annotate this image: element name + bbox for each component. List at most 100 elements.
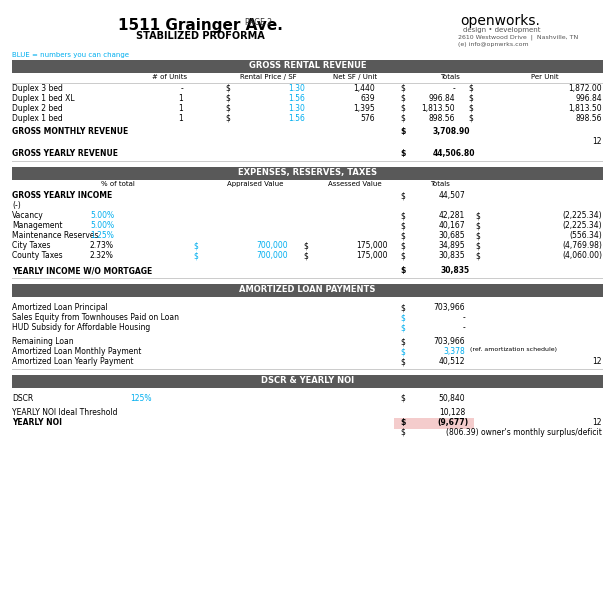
Text: 1.30: 1.30: [288, 84, 305, 93]
Text: 44,507: 44,507: [438, 191, 465, 200]
Text: 30,835: 30,835: [441, 266, 470, 275]
Text: $: $: [193, 251, 198, 260]
Text: 1,813.50: 1,813.50: [568, 104, 602, 113]
Text: (9,677): (9,677): [437, 418, 468, 427]
Text: 1.25%: 1.25%: [90, 231, 114, 240]
Text: Appraised Value: Appraised Value: [227, 181, 283, 187]
Text: 898.56: 898.56: [429, 114, 455, 123]
Text: $: $: [400, 241, 405, 250]
Text: County Taxes: County Taxes: [12, 251, 63, 260]
Bar: [12, 167, 603, 180]
Text: 2610 Westwood Drive  |  Nashville, TN: 2610 Westwood Drive | Nashville, TN: [458, 35, 578, 41]
Text: 1.56: 1.56: [288, 114, 305, 123]
Text: $: $: [400, 337, 405, 346]
Text: 1: 1: [178, 104, 183, 113]
Text: 1,872.00: 1,872.00: [568, 84, 602, 93]
Text: AMORTIZED LOAN PAYMENTS: AMORTIZED LOAN PAYMENTS: [239, 285, 376, 294]
Text: 12: 12: [592, 137, 602, 146]
Text: $: $: [468, 94, 473, 103]
Text: $: $: [468, 84, 473, 93]
Text: HUD Subsidy for Affordable Housing: HUD Subsidy for Affordable Housing: [12, 323, 150, 332]
Text: BLUE = numbers you can change: BLUE = numbers you can change: [12, 52, 129, 58]
Text: # of Units: # of Units: [153, 74, 188, 80]
Text: $: $: [468, 104, 473, 113]
Text: Net SF / Unit: Net SF / Unit: [333, 74, 377, 80]
Bar: [12, 284, 603, 297]
Text: 12: 12: [592, 418, 602, 427]
Text: $: $: [475, 251, 480, 260]
Text: 703,966: 703,966: [434, 303, 465, 312]
Text: Amortized Loan Principal: Amortized Loan Principal: [12, 303, 108, 312]
Text: -: -: [462, 323, 465, 332]
Text: 1,395: 1,395: [353, 104, 375, 113]
Text: 2.73%: 2.73%: [90, 241, 114, 250]
Text: 175,000: 175,000: [357, 251, 388, 260]
Text: GROSS YEARLY INCOME: GROSS YEARLY INCOME: [12, 191, 113, 200]
Text: (2,225.34): (2,225.34): [562, 221, 602, 230]
Text: -: -: [180, 84, 183, 93]
Text: Duplex 1 bed: Duplex 1 bed: [12, 114, 63, 123]
Text: $: $: [400, 114, 405, 123]
Text: 576: 576: [360, 114, 375, 123]
Text: $: $: [400, 323, 405, 332]
Text: Totals: Totals: [440, 74, 460, 80]
Text: -: -: [462, 313, 465, 322]
Text: $: $: [400, 149, 405, 158]
Text: $: $: [475, 231, 480, 240]
Text: (806.39) owner's monthly surplus/deficit: (806.39) owner's monthly surplus/deficit: [446, 428, 602, 437]
Bar: [394, 418, 474, 429]
Text: (556.34): (556.34): [569, 231, 602, 240]
Text: Duplex 2 bed: Duplex 2 bed: [12, 104, 63, 113]
Text: PAGE 2: PAGE 2: [245, 18, 272, 27]
Text: 700,000: 700,000: [256, 241, 288, 250]
Text: GROSS RENTAL REVENUE: GROSS RENTAL REVENUE: [248, 61, 367, 70]
Text: 50,840: 50,840: [438, 394, 465, 403]
Text: $: $: [468, 114, 473, 123]
Text: GROSS YEARLY REVENUE: GROSS YEARLY REVENUE: [12, 149, 118, 158]
Text: $: $: [400, 94, 405, 103]
Text: $: $: [225, 104, 230, 113]
Text: (2,225.34): (2,225.34): [562, 211, 602, 220]
Text: 12: 12: [592, 357, 602, 366]
Text: STABILIZED PROFORMA: STABILIZED PROFORMA: [136, 31, 264, 41]
Text: 3,378: 3,378: [443, 347, 465, 356]
Text: GROSS MONTHLY REVENUE: GROSS MONTHLY REVENUE: [12, 127, 129, 136]
Text: YEARLY NOI Ideal Threshold: YEARLY NOI Ideal Threshold: [12, 408, 117, 417]
Text: $: $: [400, 251, 405, 260]
Bar: [12, 375, 603, 388]
Text: $: $: [400, 313, 405, 322]
Text: $: $: [400, 84, 405, 93]
Text: 1.56: 1.56: [288, 94, 305, 103]
Text: 996.84: 996.84: [429, 94, 455, 103]
Text: Remaining Loan: Remaining Loan: [12, 337, 74, 346]
Text: % of total: % of total: [101, 181, 135, 187]
Text: 3,708.90: 3,708.90: [432, 127, 470, 136]
Text: (4,060.00): (4,060.00): [562, 251, 602, 260]
Text: $: $: [400, 221, 405, 230]
Text: $: $: [400, 428, 405, 437]
Text: 30,685: 30,685: [438, 231, 465, 240]
Text: YEARLY NOI: YEARLY NOI: [12, 418, 62, 427]
Text: (ref. amortization schedule): (ref. amortization schedule): [470, 347, 557, 352]
Text: 44,506.80: 44,506.80: [432, 149, 475, 158]
Text: EXPENSES, RESERVES, TAXES: EXPENSES, RESERVES, TAXES: [238, 168, 377, 177]
Text: $: $: [400, 191, 405, 200]
Text: City Taxes: City Taxes: [12, 241, 50, 250]
Text: $: $: [475, 211, 480, 220]
Text: $: $: [475, 221, 480, 230]
Text: Per Unit: Per Unit: [531, 74, 559, 80]
Text: 125%: 125%: [130, 394, 151, 403]
Text: DSCR: DSCR: [12, 394, 33, 403]
Text: Rental Price / SF: Rental Price / SF: [240, 74, 296, 80]
Text: $: $: [400, 127, 405, 136]
Text: Amortized Loan Yearly Payment: Amortized Loan Yearly Payment: [12, 357, 133, 366]
Text: $: $: [475, 241, 480, 250]
Text: (4,769.98): (4,769.98): [562, 241, 602, 250]
Text: $: $: [225, 114, 230, 123]
Text: $: $: [400, 231, 405, 240]
Text: 30,835: 30,835: [438, 251, 465, 260]
Text: $: $: [400, 104, 405, 113]
Text: Duplex 1 bed XL: Duplex 1 bed XL: [12, 94, 74, 103]
Text: Sales Equity from Townhouses Paid on Loan: Sales Equity from Townhouses Paid on Loa…: [12, 313, 179, 322]
Text: 10,128: 10,128: [438, 408, 465, 417]
